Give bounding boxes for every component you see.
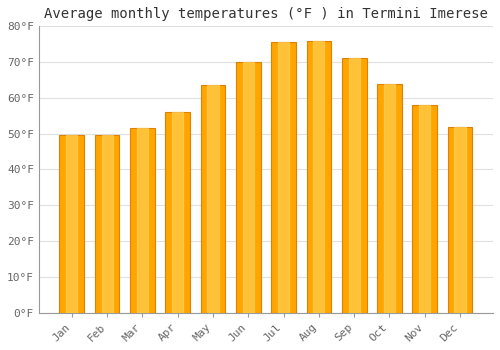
Bar: [419, 105, 430, 313]
Bar: [236, 62, 260, 313]
Bar: [384, 84, 395, 313]
Bar: [60, 135, 84, 313]
Bar: [412, 105, 437, 313]
Bar: [306, 41, 331, 313]
Bar: [172, 112, 184, 313]
Bar: [377, 84, 402, 313]
Bar: [242, 62, 254, 313]
Bar: [342, 58, 366, 313]
Bar: [448, 126, 472, 313]
Bar: [102, 135, 112, 313]
Bar: [66, 135, 78, 313]
Bar: [166, 112, 190, 313]
Bar: [278, 42, 289, 313]
Bar: [200, 85, 226, 313]
Bar: [94, 135, 120, 313]
Bar: [454, 126, 466, 313]
Bar: [130, 128, 155, 313]
Bar: [208, 85, 218, 313]
Title: Average monthly temperatures (°F ) in Termini Imerese: Average monthly temperatures (°F ) in Te…: [44, 7, 488, 21]
Bar: [137, 128, 148, 313]
Bar: [271, 42, 296, 313]
Bar: [314, 41, 324, 313]
Bar: [348, 58, 360, 313]
